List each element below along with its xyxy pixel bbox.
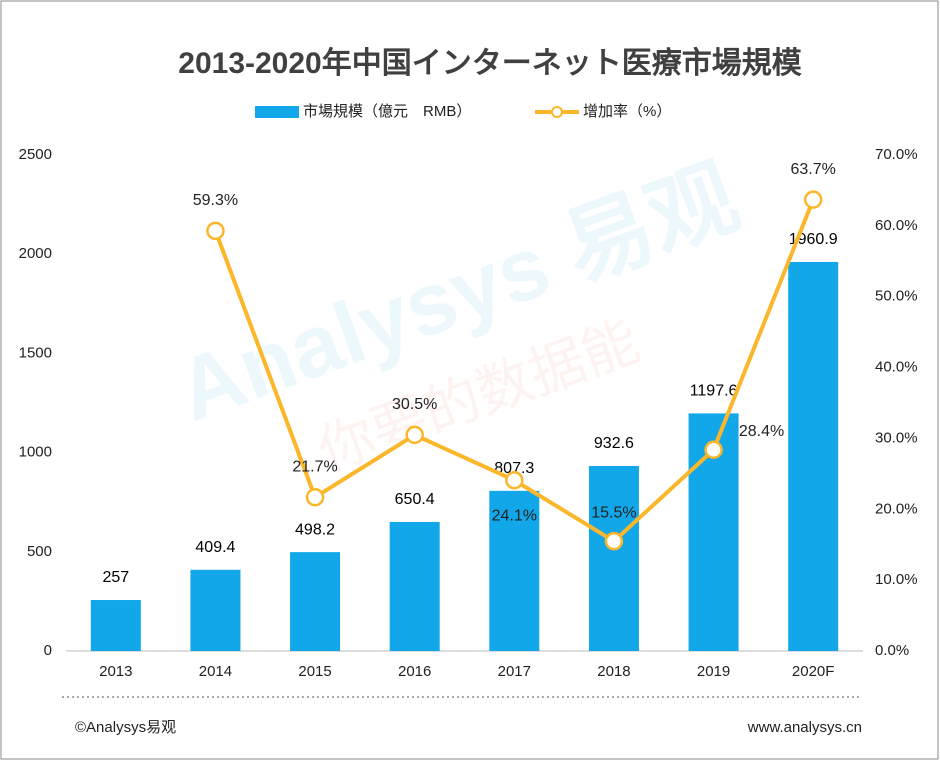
bar — [90, 600, 141, 651]
y2-tick-label: 30.0% — [875, 429, 918, 446]
line-point — [206, 221, 225, 241]
y-tick-label: 500 — [27, 543, 52, 560]
legend-swatch — [255, 106, 299, 118]
y-tick-label: 2500 — [19, 146, 52, 163]
bar — [389, 521, 440, 651]
x-tick-label: 2019 — [697, 663, 730, 680]
y-tick-label: 1000 — [19, 444, 52, 461]
line-value-label: 24.1% — [492, 507, 537, 524]
x-tick-label: 2014 — [199, 663, 232, 680]
line-value-label: 21.7% — [292, 458, 337, 475]
line-point — [704, 440, 723, 460]
y2-tick-label: 10.0% — [875, 571, 918, 588]
line-point — [803, 190, 823, 209]
y-tick-label: 0 — [44, 642, 52, 659]
y2-tick-label: 40.0% — [875, 359, 918, 376]
line-value-label: 30.5% — [392, 396, 437, 413]
x-tick-label: 2016 — [398, 663, 431, 680]
chart-title: 2013-2020年中国インターネット医療市場規模 — [178, 46, 801, 80]
x-tick-label: 2018 — [597, 663, 630, 680]
line-value-label: 15.5% — [591, 504, 636, 521]
y2-tick-label: 20.0% — [875, 500, 918, 517]
bar — [588, 465, 639, 651]
footer-right: www.analysys.cn — [747, 719, 862, 736]
bar-value-label: 650.4 — [395, 491, 435, 508]
bar-value-label: 257 — [102, 569, 129, 586]
line-value-label: 59.3% — [193, 192, 238, 209]
x-tick-label: 2020F — [792, 663, 835, 680]
y2-tick-label: 70.0% — [875, 146, 918, 163]
y2-tick-label: 50.0% — [875, 288, 918, 305]
line-value-label: 28.4% — [739, 423, 784, 440]
x-tick-label: 2013 — [99, 663, 132, 680]
line-point — [505, 470, 524, 490]
bar — [489, 490, 540, 651]
bar — [290, 552, 341, 651]
legend-swatch — [551, 106, 563, 118]
y2-tick-label: 0.0% — [875, 642, 909, 659]
bar-value-label: 409.4 — [195, 539, 235, 556]
line-point — [405, 425, 424, 445]
bar-value-label: 807.3 — [494, 460, 534, 477]
line-value-label: 63.7% — [791, 161, 836, 178]
line-point — [604, 531, 624, 551]
legend-label: 增加率（%） — [583, 103, 671, 120]
bar-value-label: 498.2 — [295, 521, 335, 538]
bar — [190, 569, 241, 651]
footer-left: ©Analysys易观 — [75, 719, 176, 736]
x-tick-label: 2015 — [298, 663, 331, 680]
line-point — [305, 487, 325, 507]
y2-tick-label: 60.0% — [875, 217, 918, 234]
bar-value-label: 932.6 — [594, 435, 634, 452]
y-tick-label: 1500 — [19, 344, 52, 361]
bar-value-label: 1197.6 — [690, 383, 738, 400]
y-tick-label: 2000 — [19, 245, 52, 262]
legend-label: 市場規模（億元 RMB） — [303, 103, 471, 120]
bar — [788, 261, 839, 651]
x-tick-label: 2017 — [498, 663, 531, 680]
